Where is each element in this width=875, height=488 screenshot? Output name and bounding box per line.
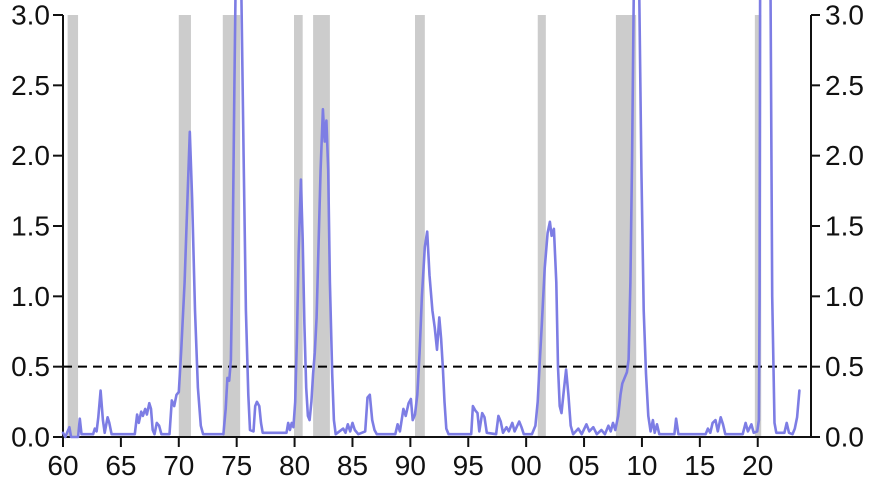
y-tick-label-right: 2.5 [825, 70, 864, 101]
y-tick-label-left: 3.0 [11, 0, 50, 31]
recession-band [222, 15, 241, 437]
recession-band [537, 15, 546, 437]
y-tick-label-right: 3.0 [825, 0, 864, 31]
x-tick-label: 05 [568, 450, 599, 481]
y-tick-label-left: 0.5 [11, 351, 50, 382]
x-tick-label: 95 [453, 450, 484, 481]
y-tick-label-right: 1.5 [825, 211, 864, 242]
y-tick-group: 0.0 0.0 0.5 0.5 1.0 1.0 1.5 1.5 2.0 2.0 2.5 2.5 3.0 3… [11, 0, 864, 453]
recession-band [313, 15, 330, 437]
y-tick-label-left: 1.5 [11, 211, 50, 242]
y-tick-label-right: 1.0 [825, 281, 864, 312]
recession-band [754, 15, 762, 437]
x-tick-label: 75 [221, 450, 252, 481]
y-tick-label-right: 0.0 [825, 422, 864, 453]
recession-band [615, 15, 637, 437]
x-tick-label: 85 [337, 450, 368, 481]
y-tick-label-left: 2.5 [11, 70, 50, 101]
recession-band [67, 15, 79, 437]
x-tick-label: 60 [47, 450, 78, 481]
y-tick-label-right: 2.0 [825, 140, 864, 171]
x-tick-label: 80 [279, 450, 310, 481]
y-tick-label-right: 0.5 [825, 351, 864, 382]
indicator-line [61, 0, 801, 439]
x-tick-label: 15 [684, 450, 715, 481]
recession-band [415, 15, 425, 437]
x-tick-label: 90 [395, 450, 426, 481]
y-tick-label-left: 1.0 [11, 281, 50, 312]
y-tick-label-left: 0.0 [11, 422, 50, 453]
x-tick-group: 60 65 70 75 80 85 90 95 00 05 10 15 20 [47, 437, 773, 481]
x-tick-label: 00 [511, 450, 542, 481]
x-tick-label: 20 [742, 450, 773, 481]
x-tick-label: 70 [163, 450, 194, 481]
x-tick-label: 65 [105, 450, 136, 481]
y-tick-label-left: 2.0 [11, 140, 50, 171]
x-tick-label: 10 [626, 450, 657, 481]
